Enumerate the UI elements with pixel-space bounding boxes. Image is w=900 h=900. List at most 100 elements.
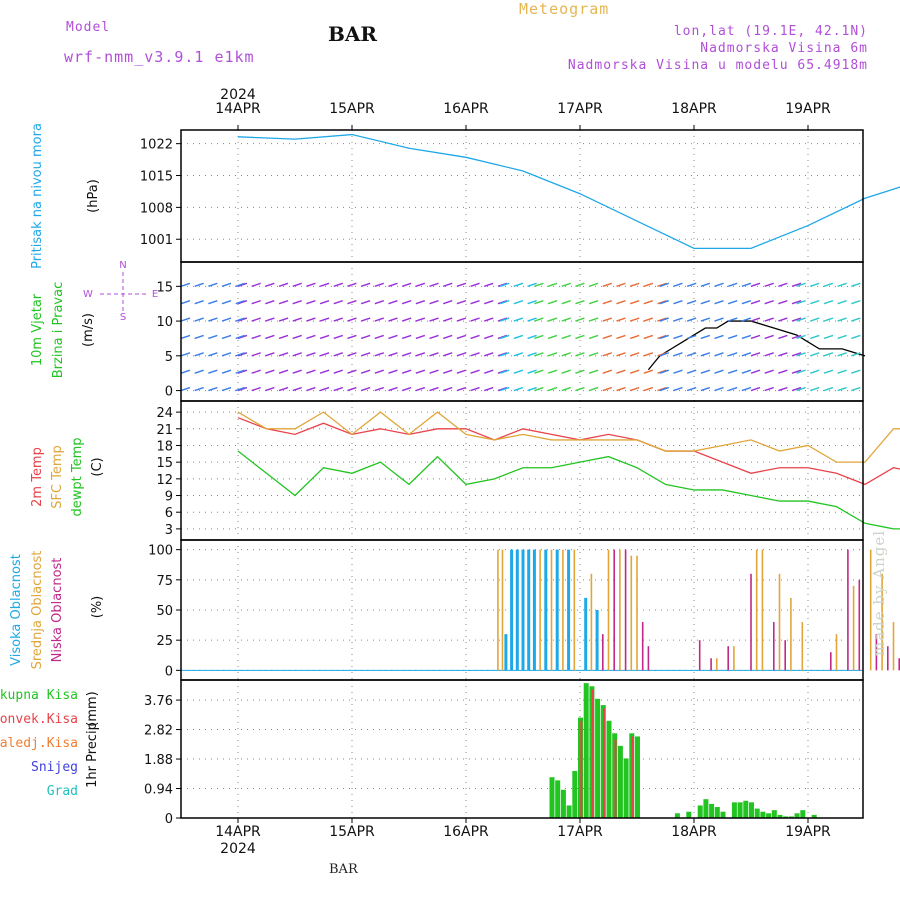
wind-barb xyxy=(741,334,752,340)
wind-barb xyxy=(686,334,697,340)
wind-barb xyxy=(823,369,834,374)
wind-barb xyxy=(208,282,218,287)
wind-barb xyxy=(347,386,357,392)
panel-wind xyxy=(181,262,863,401)
wind-barb xyxy=(180,317,191,322)
wind-barb xyxy=(278,334,289,340)
wind-barb xyxy=(221,282,232,287)
wind-barb xyxy=(278,352,289,357)
wind-barb xyxy=(484,282,494,287)
wind-barb xyxy=(347,334,357,340)
wind-barb xyxy=(429,282,439,287)
y-tick-label: 2.82 xyxy=(144,724,173,739)
wind-barb xyxy=(456,334,467,340)
wind-barb xyxy=(180,334,191,340)
wind-barb xyxy=(796,300,806,305)
precip-bar xyxy=(749,802,754,818)
wind-dir-east: E xyxy=(152,289,158,300)
wind-barb xyxy=(208,300,218,305)
date-label-bottom: 16APR xyxy=(443,824,489,840)
wind-barb xyxy=(629,352,640,357)
wind-barb xyxy=(347,317,357,322)
wind-barb xyxy=(686,352,697,357)
wind-barb xyxy=(235,317,245,322)
wind-barb xyxy=(235,282,245,287)
y-tick-label: 50 xyxy=(156,604,173,619)
wind-barb xyxy=(657,317,667,322)
wind-barb xyxy=(700,386,711,392)
cloud-label-low: Niska Oblacnost xyxy=(50,558,65,663)
y-tick-label: 24 xyxy=(156,406,173,421)
wind-barb xyxy=(442,386,453,392)
wind-barb xyxy=(764,386,774,392)
wind-barb xyxy=(374,300,385,305)
wind-barb xyxy=(810,282,820,287)
wind-barb xyxy=(602,317,613,322)
wind-barb xyxy=(360,369,371,374)
date-label-bottom: 18APR xyxy=(671,824,717,840)
wind-barb xyxy=(791,386,802,392)
wind-barb xyxy=(527,369,537,374)
wind-barb xyxy=(306,282,316,287)
wind-barb xyxy=(235,369,245,374)
wind-barb xyxy=(497,352,508,357)
wind-barb xyxy=(561,334,571,340)
wind-barb xyxy=(778,369,788,374)
wind-barb xyxy=(700,282,711,287)
wind-barb xyxy=(673,386,683,392)
precip-bar xyxy=(720,811,726,818)
wind-barb xyxy=(851,300,861,305)
wind-barb xyxy=(796,334,806,340)
temp-label-dewpt: dewpt Temp xyxy=(70,437,85,516)
wind-barb xyxy=(629,282,640,287)
wind-barb xyxy=(319,352,330,357)
wind-barb xyxy=(235,300,245,305)
wind-barb xyxy=(306,352,316,357)
precip-bar xyxy=(603,708,606,818)
precip-bar xyxy=(788,816,794,818)
wind-barb xyxy=(659,352,670,357)
wind-barb xyxy=(764,352,774,357)
wind-barb xyxy=(497,334,508,340)
wind-barb xyxy=(484,334,494,340)
wind-barb xyxy=(810,300,820,305)
wind-barb xyxy=(575,317,585,322)
wind-barb xyxy=(851,352,861,357)
wind-barb xyxy=(401,282,412,287)
wind-barb xyxy=(796,386,806,392)
wind-barb xyxy=(456,352,467,357)
wind-barb xyxy=(221,352,232,357)
panel-precipitation xyxy=(181,680,863,818)
wind-barb xyxy=(602,369,613,374)
wind-barb xyxy=(292,352,302,357)
wind-barb xyxy=(657,386,667,392)
wind-barb xyxy=(643,282,654,287)
wind-barb xyxy=(616,317,626,322)
wind-barb xyxy=(251,386,261,392)
wind-barb xyxy=(823,334,834,340)
wind-barb xyxy=(643,386,654,392)
cloud-label-high: Visoka Oblacnost xyxy=(9,554,24,666)
wind-barb xyxy=(347,300,357,305)
wind-barb xyxy=(319,334,330,340)
wind-barb xyxy=(727,386,738,392)
wind-barb xyxy=(442,317,453,322)
wind-barb xyxy=(750,386,761,392)
wind-barb xyxy=(484,317,494,322)
wind-barb xyxy=(714,369,724,374)
wind-barb xyxy=(629,386,640,392)
wind-barb xyxy=(750,317,761,322)
date-label-top: 16APR xyxy=(443,101,489,117)
wind-barb xyxy=(714,334,724,340)
precip-legend-2: Zaledj.Kisa xyxy=(0,736,78,751)
wind-barb xyxy=(629,334,640,340)
wind-barb xyxy=(527,334,537,340)
wind-barb xyxy=(659,369,670,374)
wind-barb xyxy=(534,352,544,357)
wind-barb xyxy=(527,282,537,287)
wind-barb xyxy=(470,300,480,305)
wind-barb xyxy=(180,300,191,305)
wind-barb xyxy=(778,386,788,392)
wind-barb xyxy=(333,386,343,392)
